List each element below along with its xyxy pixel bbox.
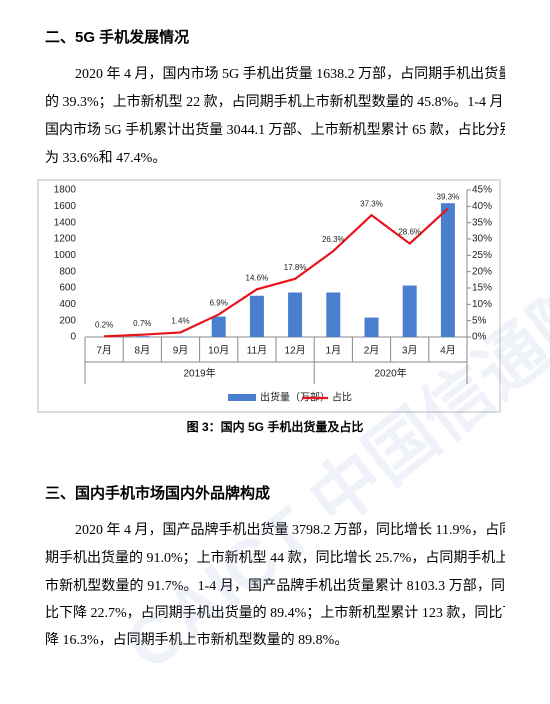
y-tick-label: 1000 (54, 250, 77, 261)
x-tick-label: 12月 (285, 345, 306, 357)
text-line: 降 16.3%，占同期手机上市新机型数量的 89.8%。 (45, 633, 349, 648)
data-label: 0.7% (133, 319, 151, 328)
year-label: 2019年 (183, 367, 215, 380)
bar (326, 292, 341, 337)
data-label: 26.3% (322, 235, 345, 244)
y2-tick-label: 25% (472, 250, 492, 261)
y2-tick-label: 45% (472, 185, 492, 196)
heading: 三、国内手机市场国内外品牌构成 (45, 485, 271, 502)
x-tick-label: 7月 (96, 345, 112, 357)
data-label: 14.6% (246, 273, 269, 282)
y-tick-label: 200 (59, 315, 76, 326)
text-line: 2020 年 4 月，国内市场 5G 手机出货量 1638.2 万部，占同期手机… (75, 67, 505, 82)
y-tick-label: 1800 (54, 185, 77, 196)
text-line: 为 33.6%和 47.4%。 (45, 151, 167, 166)
data-label: 6.9% (210, 299, 228, 308)
text-line: 比下降 22.7%，占同期手机出货量的 89.4%；上市新机型累计 123 款，… (45, 606, 505, 621)
legend-label: 出货量（万部） (260, 391, 330, 404)
y-tick-label: 400 (59, 299, 76, 310)
y-tick-label: 0 (70, 332, 76, 343)
text-line: 的 39.3%；上市新机型 22 款，占同期手机上市新机型数量的 45.8%。1… (45, 95, 505, 110)
x-tick-label: 4月 (440, 345, 456, 357)
bar (402, 285, 417, 337)
y2-tick-label: 5% (472, 315, 487, 326)
y-tick-label: 1400 (54, 217, 77, 228)
year-label: 2020年 (374, 367, 406, 380)
legend-swatch (228, 394, 256, 401)
text-line: 2020 年 4 月，国产品牌手机出货量 3798.2 万部，同比增长 11.9… (75, 523, 505, 538)
data-label: 1.4% (171, 317, 189, 326)
x-tick-label: 11月 (247, 345, 267, 357)
x-tick-label: 8月 (135, 345, 151, 357)
y-tick-label: 1600 (54, 201, 77, 212)
y2-tick-label: 20% (472, 266, 492, 277)
data-label: 17.8% (284, 263, 307, 272)
y2-tick-label: 10% (472, 299, 492, 310)
chart-frame (37, 179, 501, 413)
heading: 二、5G 手机发展情况 (45, 29, 190, 46)
y2-tick-label: 40% (472, 201, 492, 212)
bar (288, 292, 303, 337)
text-line: 市新机型数量的 91.7%。1-4 月，国产品牌手机出货量累计 8103.3 万… (45, 579, 505, 594)
y2-tick-label: 35% (472, 217, 492, 228)
bar (364, 317, 379, 337)
bar (440, 203, 455, 337)
x-tick-label: 9月 (173, 345, 189, 357)
y-tick-label: 800 (59, 266, 76, 277)
share-line (104, 207, 449, 338)
y-tick-label: 600 (59, 283, 76, 294)
x-tick-label: 10月 (208, 345, 229, 357)
data-label: 0.2% (95, 320, 113, 329)
figure-caption: 图 3：国内 5G 手机出货量及占比 (186, 420, 364, 434)
data-label: 28.6% (398, 228, 421, 237)
text-line: 期手机出货量的 91.0%；上市新机型 44 款，同比增长 25.7%，占同期手… (45, 551, 505, 566)
x-tick-label: 3月 (402, 345, 418, 357)
legend-label: 占比 (332, 391, 352, 404)
bar (249, 295, 264, 337)
x-tick-label: 1月 (326, 345, 342, 357)
bar (211, 316, 226, 337)
y2-tick-label: 0% (472, 332, 487, 343)
x-tick-label: 2月 (364, 345, 380, 357)
bar (135, 336, 150, 337)
text-line: 国内市场 5G 手机累计出货量 3044.1 万部、上市新机型累计 65 款，占… (45, 123, 505, 138)
y-tick-label: 1200 (54, 234, 77, 245)
data-label: 39.3% (437, 193, 460, 202)
y2-tick-label: 15% (472, 283, 492, 294)
y2-tick-label: 30% (472, 234, 492, 245)
data-label: 37.3% (360, 199, 383, 208)
